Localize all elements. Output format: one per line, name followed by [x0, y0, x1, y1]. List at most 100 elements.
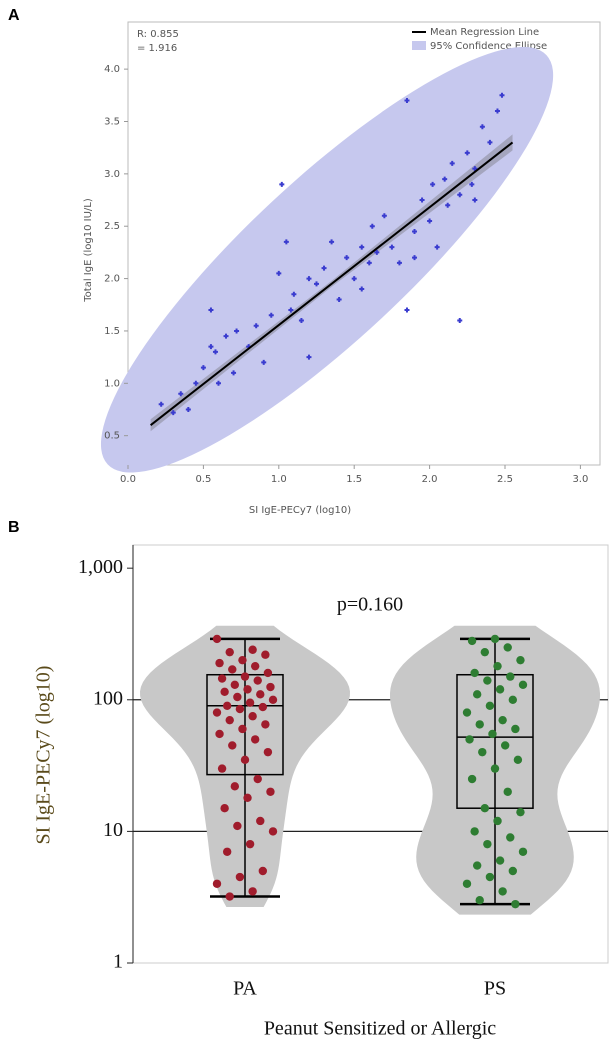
y-tick-label: 3.0 — [104, 169, 120, 180]
panel-label: B — [8, 519, 20, 536]
scatter-point — [457, 192, 463, 198]
data-point — [465, 735, 474, 744]
data-point — [472, 861, 482, 870]
annotation: R: 0.855 — [137, 29, 179, 40]
scatter-point — [215, 380, 221, 386]
data-point — [263, 668, 273, 678]
data-point — [225, 892, 234, 901]
data-point — [240, 672, 250, 681]
data-point — [220, 687, 229, 696]
data-point — [250, 735, 260, 744]
legend-label: 95% Confidence Ellipse — [430, 41, 547, 52]
scatter-point — [404, 307, 410, 313]
confidence-ellipse — [100, 46, 554, 473]
x-tick-label: 0.0 — [120, 474, 136, 485]
data-point — [243, 793, 252, 802]
scatter-point — [291, 291, 297, 297]
box — [456, 673, 534, 809]
data-point — [506, 833, 515, 842]
scatter-point — [158, 401, 164, 407]
data-point — [478, 747, 487, 757]
scatter-point — [449, 160, 455, 166]
scatter-point — [381, 213, 387, 219]
x-tick-label: 1.0 — [271, 474, 287, 485]
scatter-point — [369, 223, 375, 229]
scatter-point — [193, 380, 199, 386]
data-point — [230, 782, 240, 791]
data-point — [245, 839, 255, 849]
scatter-point — [344, 255, 350, 261]
data-point — [245, 698, 255, 707]
data-point — [511, 724, 520, 734]
y-axis-label: Total IgE (log10 IU/L) — [83, 198, 94, 303]
scatter-point — [298, 317, 304, 323]
scatter-point — [351, 276, 357, 282]
scatter-point — [178, 391, 184, 397]
data-point — [256, 690, 265, 699]
data-point — [472, 690, 482, 699]
data-point — [225, 647, 234, 657]
y-tick-label: 4.0 — [104, 64, 120, 75]
scatter-point — [185, 406, 191, 412]
data-point — [220, 804, 229, 813]
scatter-point — [329, 239, 335, 245]
data-point — [261, 650, 270, 659]
ellipse-group — [100, 46, 554, 473]
y-tick-label: 100 — [93, 687, 123, 709]
data-point — [483, 676, 492, 685]
data-point — [235, 872, 245, 882]
data-point — [503, 643, 512, 652]
data-point — [268, 695, 278, 704]
y-tick-label: 1,000 — [78, 556, 123, 578]
scatter-point — [336, 297, 342, 303]
data-point — [248, 887, 257, 896]
y-tick-label: 0.5 — [104, 431, 120, 442]
x-tick-label: 0.5 — [195, 474, 211, 485]
scatter-point — [359, 244, 365, 250]
scatter-point — [288, 307, 294, 313]
data-point — [222, 701, 232, 711]
data-point — [212, 879, 222, 888]
data-point — [516, 655, 525, 665]
scatter-point — [170, 410, 176, 416]
data-point — [217, 674, 227, 683]
data-point — [518, 847, 528, 856]
data-point — [215, 729, 224, 739]
data-point — [261, 720, 270, 729]
scatter-point — [412, 228, 418, 234]
data-point — [230, 680, 240, 689]
data-point — [263, 747, 273, 757]
data-point — [470, 668, 479, 678]
data-point — [240, 755, 250, 764]
scatter-point — [208, 307, 214, 313]
y-tick-label: 1.0 — [104, 378, 120, 389]
x-tick-label: 2.0 — [422, 474, 438, 485]
scatter-point — [366, 260, 372, 266]
data-point — [498, 887, 507, 896]
x-tick-label: PA — [233, 978, 257, 1000]
scatter-point — [359, 286, 365, 292]
scatter-point — [389, 244, 395, 250]
data-point — [513, 755, 523, 764]
data-point — [467, 636, 477, 646]
x-tick-label: 3.0 — [572, 474, 588, 485]
scatter-point — [499, 92, 505, 98]
data-point — [235, 704, 245, 714]
scatter-point — [412, 255, 418, 261]
scatter-point — [223, 333, 229, 339]
scatter-point — [212, 349, 218, 355]
data-point — [217, 764, 227, 773]
scatter-point — [464, 150, 470, 156]
x-tick-label: PS — [484, 978, 506, 1000]
data-point — [516, 807, 525, 817]
legend-swatch — [412, 41, 426, 50]
scatter-point — [430, 181, 436, 187]
data-point — [498, 715, 507, 725]
scatter-point — [457, 317, 463, 323]
data-point — [212, 708, 222, 717]
data-point — [488, 729, 497, 739]
y-tick-label: 10 — [103, 819, 123, 841]
data-point — [493, 661, 502, 671]
